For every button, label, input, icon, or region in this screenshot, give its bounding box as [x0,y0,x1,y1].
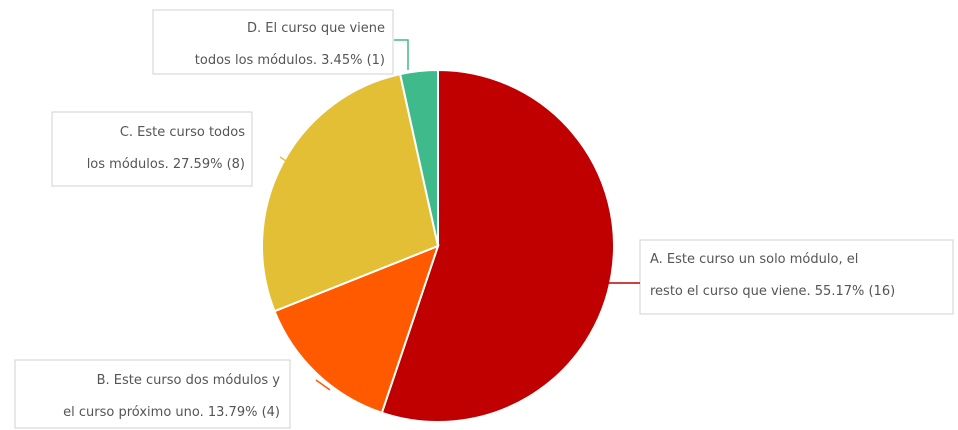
label-box [51,111,253,187]
leader-line [315,379,331,391]
pie-slice-c[interactable] [261,72,440,313]
label-line: el curso próximo uno. 13.79% (4) [63,405,280,420]
label-box [152,9,394,75]
label-line: todos los módulos. 3.45% (1) [195,53,385,68]
pie-slice-b[interactable] [273,244,440,415]
label-line: A. Este curso un solo módulo, el [650,252,858,267]
pie-slice-d[interactable] [398,68,439,247]
label-line: D. El curso que viene [247,21,385,36]
slice-label-d: D. El curso que viene todos los módulos. … [152,9,409,75]
slice-label-a: A. Este curso un solo módulo, el resto el… [602,239,954,315]
label-line: C. Este curso todos [120,125,245,140]
leader-line [394,39,409,70]
label-box [14,359,291,429]
slice-label-c: C. Este curso todos los módulos. 27.59% (… [51,111,293,187]
label-box [639,239,954,315]
slice-label-b: B. Este curso dos módulos y el curso próx… [14,359,331,429]
leader-line [279,156,293,166]
label-line: resto el curso que viene. 55.17% (16) [650,284,895,299]
pie-slice-a[interactable] [380,68,615,423]
label-line: los módulos. 27.59% (8) [87,157,245,172]
label-line: B. Este curso dos módulos y [97,373,281,388]
